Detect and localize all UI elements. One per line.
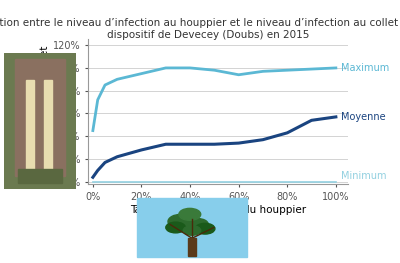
Circle shape bbox=[179, 208, 201, 220]
Circle shape bbox=[186, 219, 208, 230]
Text: Moyenne: Moyenne bbox=[341, 112, 385, 122]
Bar bbox=[44, 80, 52, 169]
Bar bbox=[15, 59, 65, 176]
Text: Minimum: Minimum bbox=[341, 171, 386, 181]
X-axis label: Taux de défeuillaison du houppier: Taux de défeuillaison du houppier bbox=[130, 205, 306, 215]
Y-axis label: Taux de nécrose au collet: Taux de nécrose au collet bbox=[40, 45, 50, 178]
Circle shape bbox=[183, 226, 201, 235]
Text: Relation entre le niveau d’infection au houppier et le niveau d’infection au col: Relation entre le niveau d’infection au … bbox=[0, 18, 400, 40]
Bar bbox=[26, 80, 34, 169]
Text: Maximum: Maximum bbox=[341, 63, 389, 73]
Bar bbox=[188, 238, 196, 256]
Circle shape bbox=[166, 222, 186, 233]
Circle shape bbox=[168, 214, 194, 229]
Bar bbox=[18, 169, 62, 183]
Circle shape bbox=[195, 223, 215, 234]
